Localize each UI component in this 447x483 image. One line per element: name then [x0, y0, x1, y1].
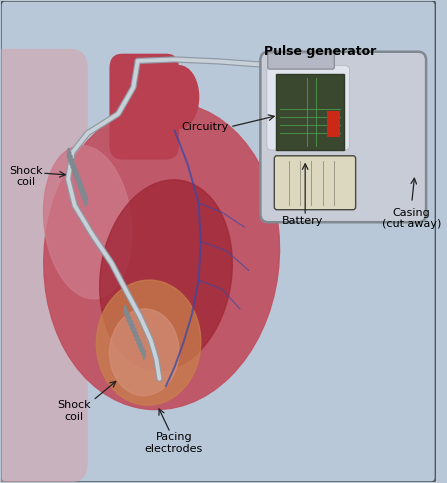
FancyBboxPatch shape	[327, 111, 340, 138]
Text: Circuitry: Circuitry	[182, 122, 229, 132]
FancyBboxPatch shape	[267, 66, 350, 150]
FancyBboxPatch shape	[110, 54, 179, 159]
Text: Shock
coil: Shock coil	[57, 400, 91, 422]
Ellipse shape	[44, 102, 279, 410]
FancyBboxPatch shape	[277, 74, 344, 150]
Text: Pacing
electrodes: Pacing electrodes	[145, 432, 203, 454]
Ellipse shape	[100, 180, 232, 370]
Ellipse shape	[110, 309, 179, 396]
Ellipse shape	[43, 146, 132, 299]
Text: Shock
coil: Shock coil	[9, 166, 43, 187]
FancyBboxPatch shape	[268, 53, 334, 69]
Text: Battery: Battery	[283, 216, 324, 226]
FancyBboxPatch shape	[274, 156, 356, 210]
Text: Casing
(cut away): Casing (cut away)	[382, 208, 442, 229]
Text: Pulse generator: Pulse generator	[264, 45, 376, 58]
Ellipse shape	[160, 66, 198, 128]
FancyBboxPatch shape	[0, 49, 88, 483]
FancyBboxPatch shape	[1, 0, 436, 483]
Ellipse shape	[97, 280, 201, 405]
FancyBboxPatch shape	[260, 52, 426, 222]
